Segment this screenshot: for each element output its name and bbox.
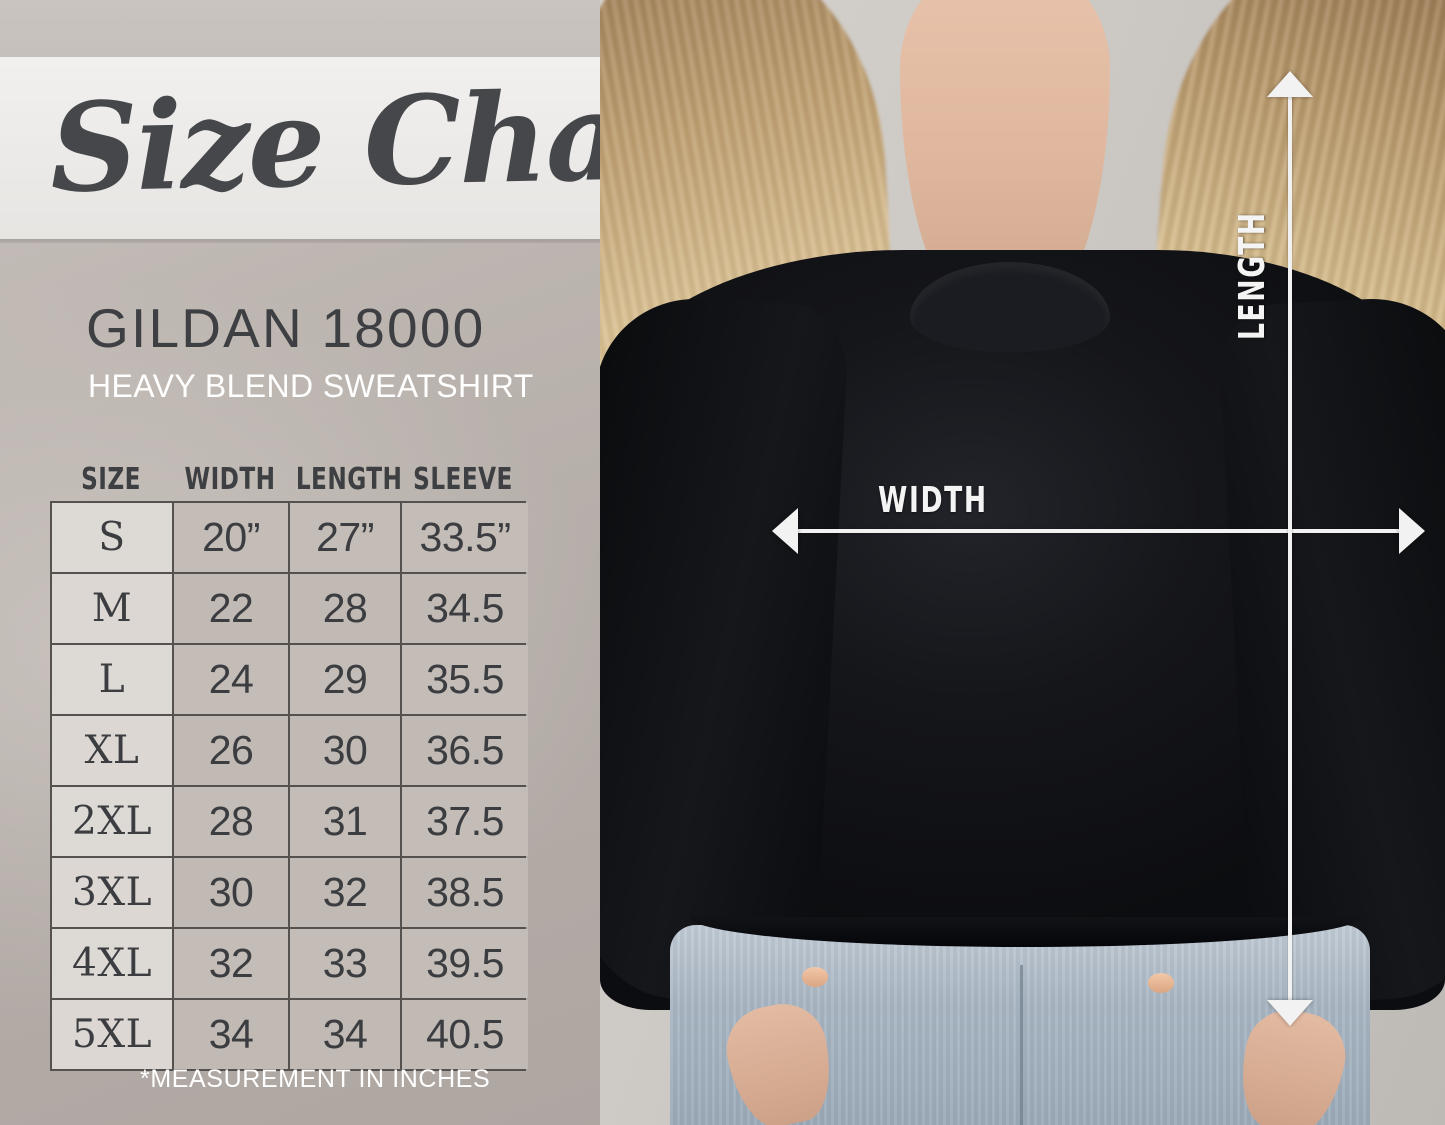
- cell-length: 29: [290, 645, 402, 714]
- banner-ribbon: [0, 57, 645, 239]
- cell-size: L: [52, 645, 174, 714]
- table-header-row: SIZE WIDTH LENGTH SLEEVE: [50, 455, 526, 501]
- cell-size: 3XL: [52, 858, 174, 927]
- product-brand-model: GILDAN 18000: [86, 297, 486, 359]
- banner: Size Chart: [0, 57, 741, 243]
- jeans-button-left: [802, 967, 828, 987]
- cell-width: 26: [174, 716, 290, 785]
- width-arrow-head-left: [772, 508, 798, 554]
- model-jeans: [670, 925, 1370, 1125]
- cell-length: 32: [290, 858, 402, 927]
- table-body: S 20” 27” 33.5” M 22 28 34.5 L 24 29 35.…: [50, 501, 528, 1071]
- cell-length: 30: [290, 716, 402, 785]
- sweatshirt-collar: [910, 262, 1110, 352]
- product-photo: WIDTH LENGTH: [600, 0, 1445, 1125]
- table-row: 4XL 32 33 39.5: [52, 929, 528, 1000]
- cell-length: 31: [290, 787, 402, 856]
- cell-sleeve: 38.5: [402, 858, 528, 927]
- length-arrow-line: [1288, 92, 1292, 1004]
- cell-size: XL: [52, 716, 174, 785]
- cell-width: 28: [174, 787, 290, 856]
- info-panel: Size Chart GILDAN 18000 HEAVY BLEND SWEA…: [0, 0, 741, 1125]
- column-header-sleeve: SLEEVE: [413, 462, 513, 497]
- cell-sleeve: 40.5: [402, 1000, 528, 1069]
- banner-title: Size Chart: [48, 61, 741, 220]
- cell-sleeve: 39.5: [402, 929, 528, 998]
- cell-size: S: [52, 503, 174, 572]
- length-arrow-head-top: [1267, 71, 1313, 97]
- measurement-footnote: *MEASUREMENT IN INCHES: [140, 1065, 491, 1093]
- table-row: L 24 29 35.5: [52, 645, 528, 716]
- sweatshirt-sleeve-right: [1216, 293, 1445, 1007]
- width-arrow-head-right: [1399, 508, 1425, 554]
- column-header-size: SIZE: [81, 462, 141, 497]
- width-arrow-line: [790, 529, 1400, 533]
- cell-length: 28: [290, 574, 402, 643]
- cell-length: 33: [290, 929, 402, 998]
- table-row: 2XL 28 31 37.5: [52, 787, 528, 858]
- panel-top-strip: [0, 0, 640, 58]
- cell-width: 22: [174, 574, 290, 643]
- jeans-seam: [1020, 965, 1023, 1125]
- size-table: SIZE WIDTH LENGTH SLEEVE S 20” 27” 33.5”…: [50, 455, 528, 1071]
- cell-width: 32: [174, 929, 290, 998]
- cell-width: 34: [174, 1000, 290, 1069]
- cell-length: 34: [290, 1000, 402, 1069]
- cell-size: 5XL: [52, 1000, 174, 1069]
- cell-width: 24: [174, 645, 290, 714]
- product-description: HEAVY BLEND SWEATSHIRT: [88, 368, 534, 404]
- table-row: XL 26 30 36.5: [52, 716, 528, 787]
- width-measurement-label: WIDTH: [878, 480, 988, 521]
- table-row: M 22 28 34.5: [52, 574, 528, 645]
- cell-length: 27”: [290, 503, 402, 572]
- table-row: 3XL 30 32 38.5: [52, 858, 528, 929]
- column-header-length: LENGTH: [295, 462, 403, 497]
- length-arrow-head-bottom: [1267, 1000, 1313, 1026]
- column-header-width: WIDTH: [184, 462, 276, 497]
- jeans-button-right: [1148, 973, 1174, 993]
- model-hand-left: [718, 995, 842, 1125]
- length-measurement-label: LENGTH: [1232, 211, 1273, 340]
- cell-width: 30: [174, 858, 290, 927]
- cell-sleeve: 35.5: [402, 645, 528, 714]
- cell-size: 4XL: [52, 929, 174, 998]
- cell-sleeve: 37.5: [402, 787, 528, 856]
- sweatshirt-sleeve-left: [600, 293, 851, 1007]
- cell-size: 2XL: [52, 787, 174, 856]
- cell-size: M: [52, 574, 174, 643]
- cell-sleeve: 36.5: [402, 716, 528, 785]
- cell-sleeve: 33.5”: [402, 503, 528, 572]
- cell-width: 20”: [174, 503, 290, 572]
- cell-sleeve: 34.5: [402, 574, 528, 643]
- table-row: 5XL 34 34 40.5: [52, 1000, 528, 1071]
- table-row: S 20” 27” 33.5”: [52, 503, 528, 574]
